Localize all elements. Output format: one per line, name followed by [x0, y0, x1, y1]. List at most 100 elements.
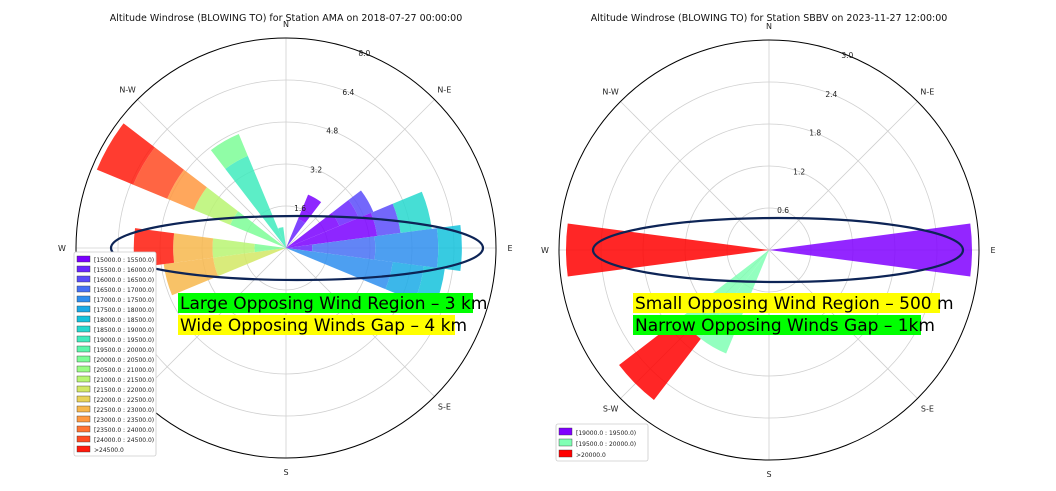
legend-label: [21500.0 : 22000.0) [94, 387, 154, 394]
legend-sbbv: [19000.0 : 19500.0) [19500.0 : 20000.0) >2… [555, 423, 649, 462]
legend-swatch [76, 345, 91, 353]
legend-label: [22000.0 : 22500.0) [94, 397, 154, 404]
grid-spoke [620, 101, 770, 251]
direction-label: N-E [920, 88, 934, 97]
grid-spoke [137, 99, 287, 249]
legend-frame [555, 423, 649, 462]
windrose-bar-segment [374, 228, 439, 268]
direction-label: E [990, 246, 995, 255]
windrose-bar-segment [286, 218, 306, 248]
legend-label: [15500.0 : 16000.0) [94, 267, 154, 274]
windrose-bar-segment [277, 227, 286, 248]
opposing-wind-ellipse-ama [109, 214, 485, 282]
opposing-wind-ellipse-sbbv [591, 216, 965, 284]
windrose-bar-segment [210, 134, 248, 169]
radial-tick-label: 6.4 [342, 88, 354, 97]
legend-swatch [76, 355, 91, 363]
legend-swatch [76, 385, 91, 393]
legend-label: [19500.0 : 20000.0) [94, 347, 154, 354]
grid-spoke [285, 99, 435, 249]
windrose-bar-segment [436, 225, 462, 271]
windrose-bar-segment [212, 238, 255, 258]
direction-label: W [541, 246, 549, 255]
legend-swatch [76, 435, 91, 443]
legend-label: [19500.0 : 20000.0) [576, 441, 636, 448]
radial-tick-label: 8.0 [358, 49, 370, 58]
legend-swatch [76, 275, 91, 283]
annotation-sbbv: Small Opposing Wind Region – 500 m Narro… [633, 293, 954, 336]
legend-label: [20000.0 : 20500.0) [94, 357, 154, 364]
legend-label: [15000.0 : 15500.0) [94, 257, 154, 264]
direction-label: N-W [119, 86, 136, 95]
legend-label: [23500.0 : 24000.0) [94, 427, 154, 434]
legend-swatch [558, 427, 573, 436]
windrose-bar-segment [225, 155, 286, 248]
windrose-bar-segment [167, 169, 207, 210]
windrose-bar-segment [619, 318, 701, 400]
windrose-bar-segment [286, 212, 340, 248]
windrose-bar-segment [163, 257, 219, 296]
annotation-line2-ama: Wide Opposing Winds Gap – 4 km [180, 316, 467, 336]
windrose-bar-segment [286, 212, 378, 248]
legend-swatch [76, 335, 91, 343]
legend-label: [24000.0 : 24500.0) [94, 437, 154, 444]
direction-label: N-E [437, 86, 451, 95]
legend-label: >20000.0 [576, 452, 606, 459]
direction-label: W [58, 244, 66, 253]
legend-swatch [76, 285, 91, 293]
chart-title-ama: Altitude Windrose (BLOWING TO) for Stati… [110, 13, 463, 24]
legend-label: [17000.0 : 17500.0) [94, 297, 154, 304]
windrose-sbbv: Altitude Windrose (BLOWING TO) for Stati… [541, 13, 995, 479]
legend-swatch [76, 365, 91, 373]
radial-tick-labels-sbbv: 0.6 1.2 1.8 2.4 3.0 [777, 51, 853, 215]
windrose-bar-segment [286, 244, 313, 252]
legend-swatch [76, 415, 91, 423]
annotation-line2-bg-ama [178, 315, 455, 335]
annotation-line2-sbbv: Narrow Opposing Winds Gap – 1km [635, 316, 935, 336]
windrose-bar-segment [213, 248, 286, 277]
legend-swatch [76, 395, 91, 403]
direction-label: E [507, 244, 512, 253]
direction-label: N-W [602, 88, 619, 97]
legend-label: [18000.0 : 18500.0) [94, 317, 154, 324]
windrose-bar-segment [254, 243, 286, 253]
legend-swatch [76, 265, 91, 273]
windrose-bar-segment [133, 147, 184, 199]
radial-tick-label: 3.0 [841, 51, 853, 60]
annotation-line1-bg-ama [178, 293, 473, 313]
chart-title-sbbv: Altitude Windrose (BLOWING TO) for Stati… [591, 13, 948, 24]
radial-tick-label: 3.2 [310, 165, 322, 174]
legend-swatch [76, 305, 91, 313]
annotation-line2-bg-sbbv [633, 315, 921, 335]
legend-label: [20500.0 : 21000.0) [94, 367, 154, 374]
legend-label: [18500.0 : 19000.0) [94, 327, 154, 334]
legend-ama: [15000.0 : 15500.0) [15500.0 : 16000.0) [1… [73, 251, 157, 457]
legend-swatch [76, 255, 91, 263]
radial-tick-label: 2.4 [825, 90, 837, 99]
radial-tick-label: 1.2 [793, 167, 805, 176]
legend-label: [22500.0 : 23000.0) [94, 407, 154, 414]
legend-swatch [76, 375, 91, 383]
windrose-ama: Altitude Windrose (BLOWING TO) for Stati… [58, 13, 512, 477]
legend-swatch [558, 449, 573, 458]
annotation-line1-sbbv: Small Opposing Wind Region – 500 m [635, 294, 954, 314]
windrose-bar-segment [312, 236, 376, 260]
legend-swatch [76, 425, 91, 433]
radial-tick-label: 0.6 [777, 206, 789, 215]
legend-label: [23000.0 : 23500.0) [94, 417, 154, 424]
legend-swatch [558, 438, 573, 447]
legend-swatch [76, 405, 91, 413]
grid-spoke [768, 101, 918, 251]
legend-frame [73, 251, 157, 457]
direction-label: S-E [438, 402, 451, 411]
legend-label: [16500.0 : 17000.0) [94, 287, 154, 294]
annotation-ama: Large Opposing Wind Region – 3 km Wide O… [178, 293, 487, 336]
direction-label: N [766, 22, 772, 31]
radial-tick-labels-ama: 1.6 3.2 4.8 6.4 8.0 [294, 49, 370, 213]
radial-tick-label: 4.8 [326, 127, 338, 136]
legend-label: [19000.0 : 19500.0) [576, 430, 636, 437]
windrose-bar-segment [96, 123, 155, 185]
windrose-bar-segment [230, 211, 286, 248]
legend-swatch [76, 295, 91, 303]
